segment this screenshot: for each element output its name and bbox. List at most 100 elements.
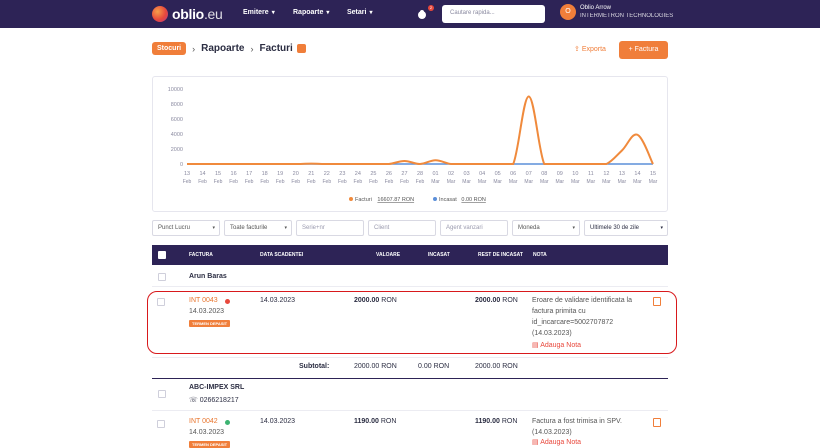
group-checkbox[interactable] [158,273,166,281]
row-actions-icon[interactable] [653,297,661,306]
series-line-facturi [187,95,654,166]
breadcrumb-rapoarte[interactable]: Rapoarte [201,43,245,54]
x-tick-month-label: Feb [245,179,254,185]
subtotal-label: Subtotal: [299,363,330,370]
x-tick-month-label: Mar [571,179,580,185]
client-name[interactable]: Arun Baras [189,273,227,280]
x-tick-month-label: Feb [198,179,207,185]
x-tick-day-label: 15 [650,171,656,177]
row-checkbox[interactable] [157,298,165,306]
x-tick-month-label: Mar [649,179,658,185]
x-tick-day-label: 27 [401,171,407,177]
serie-nr-input[interactable]: Serie+nr [296,220,364,236]
x-tick-day-label: 19 [277,171,283,177]
x-tick-month-label: Mar [509,179,518,185]
export-button[interactable]: ⇪ Exporta [574,46,606,53]
x-tick-day-label: 05 [495,171,501,177]
nav-rapoarte[interactable]: Rapoarte ▾ [293,9,330,16]
y-tick-label: 8000 [171,102,183,108]
x-tick-day-label: 28 [417,171,423,177]
nav-emitere[interactable]: Emitere ▾ [243,9,275,16]
x-tick-day-label: 14 [199,171,205,177]
user-company: INTERMETRON TECHNOLOGIES [580,13,674,19]
bar-chart-icon[interactable] [296,44,306,53]
x-tick-month-label: Mar [618,179,627,185]
client-name[interactable]: ABC-IMPEX SRL [189,384,245,391]
select-all-checkbox[interactable] [158,251,166,259]
invoice-date: 14.03.2023 [189,429,225,436]
x-tick-month-label: Mar [493,179,502,185]
user-menu[interactable]: O Oblio Arrow INTERMETRON TECHNOLOGIES [560,4,673,20]
nav-setari[interactable]: Setari ▾ [347,9,373,16]
add-note-link[interactable]: ▤ Adauga Nota [532,342,582,349]
new-invoice-button[interactable]: + Factura [619,41,668,59]
x-tick-day-label: 01 [432,171,438,177]
row-divider [152,357,668,358]
x-tick-month-label: Mar [587,179,596,185]
x-tick-month-label: Mar [431,179,440,185]
oblio-logo-mark [152,6,168,22]
x-tick-month-label: Mar [478,179,487,185]
x-tick-month-label: Mar [447,179,456,185]
punct-lucru-select[interactable]: Punct Lucru ▾ [152,220,220,236]
agent-input[interactable]: Agent vanzari [440,220,508,236]
due-date: 14.03.2023 [260,418,296,425]
column-valoare: VALOARE [376,252,401,258]
phone-icon: ☏ [189,397,200,404]
file-icon: ▤ [532,342,541,349]
x-tick-month-label: Feb [260,179,269,185]
column-data-scadenta: DATA SCADENTEI [260,252,304,258]
client-input[interactable]: Client [368,220,436,236]
legend-value: 0.00 RON [461,197,485,203]
oblio-logo[interactable]: oblio.eu [152,6,223,22]
invoice-number-link[interactable]: INT 0043 [189,297,218,304]
legend-label: Incasat [439,197,457,203]
overdue-badge: TERMEN DEPASIT [189,320,231,327]
breadcrumb-stocuri-badge[interactable]: Stocuri [152,42,187,55]
highlighted-row-outline [147,291,677,354]
x-tick-day-label: 24 [355,171,361,177]
search-input[interactable]: Cautare rapida... [442,5,545,23]
x-tick-month-label: Feb [354,179,363,185]
x-tick-month-label: Feb [214,179,223,185]
user-name: Oblio Arrow [580,5,612,11]
notification-icon[interactable] [416,8,428,20]
currency-select[interactable]: Moneda ▾ [512,220,580,236]
subtotal-incasat: 0.00 RON [418,363,450,370]
x-tick-month-label: Feb [229,179,238,185]
x-tick-day-label: 20 [293,171,299,177]
x-tick-day-label: 03 [464,171,470,177]
y-tick-label: 4000 [171,132,183,138]
x-tick-day-label: 07 [526,171,532,177]
add-note-link[interactable]: ▤ Adauga Nota [532,439,582,446]
breadcrumb: Stocuri › Rapoarte › Facturi [152,42,306,55]
top-navbar: oblio.eu Emitere ▾ Rapoarte ▾ Setari ▾ 2 Ca… [0,0,820,28]
invoice-value: 2000.00 RON [354,297,397,304]
x-tick-month-label: Feb [369,179,378,185]
avatar: O [560,4,576,20]
group-checkbox[interactable] [158,390,166,398]
x-tick-day-label: 17 [246,171,252,177]
period-select[interactable]: Ultimele 30 de zile ▾ [584,220,668,236]
x-tick-day-label: 14 [634,171,640,177]
x-tick-month-label: Feb [385,179,394,185]
x-tick-day-label: 22 [324,171,330,177]
user-info: Oblio Arrow INTERMETRON TECHNOLOGIES [580,4,673,20]
x-tick-day-label: 06 [510,171,516,177]
invoice-note: Eroare de validare identificata la factu… [532,297,633,337]
notification-count-badge: 2 [428,5,434,11]
x-tick-day-label: 26 [386,171,392,177]
invoice-note: Factura a fost trimisa in SPV. (14.03.20… [532,418,622,436]
subtotal-value: 2000.00 RON [354,363,397,370]
x-tick-day-label: 08 [541,171,547,177]
invoice-number-link[interactable]: INT 0042 [189,418,218,425]
y-tick-label: 10000 [168,87,183,93]
x-tick-month-label: Mar [524,179,533,185]
invoice-type-select[interactable]: Toate facturile ▾ [224,220,292,236]
row-actions-icon[interactable] [653,418,661,427]
x-tick-month-label: Mar [602,179,611,185]
row-checkbox[interactable] [157,420,165,428]
chevron-down-icon: ▾ [326,10,330,16]
client-phone[interactable]: ☏ 0266218217 [189,397,239,404]
chevron-down-icon: ▾ [660,225,663,231]
